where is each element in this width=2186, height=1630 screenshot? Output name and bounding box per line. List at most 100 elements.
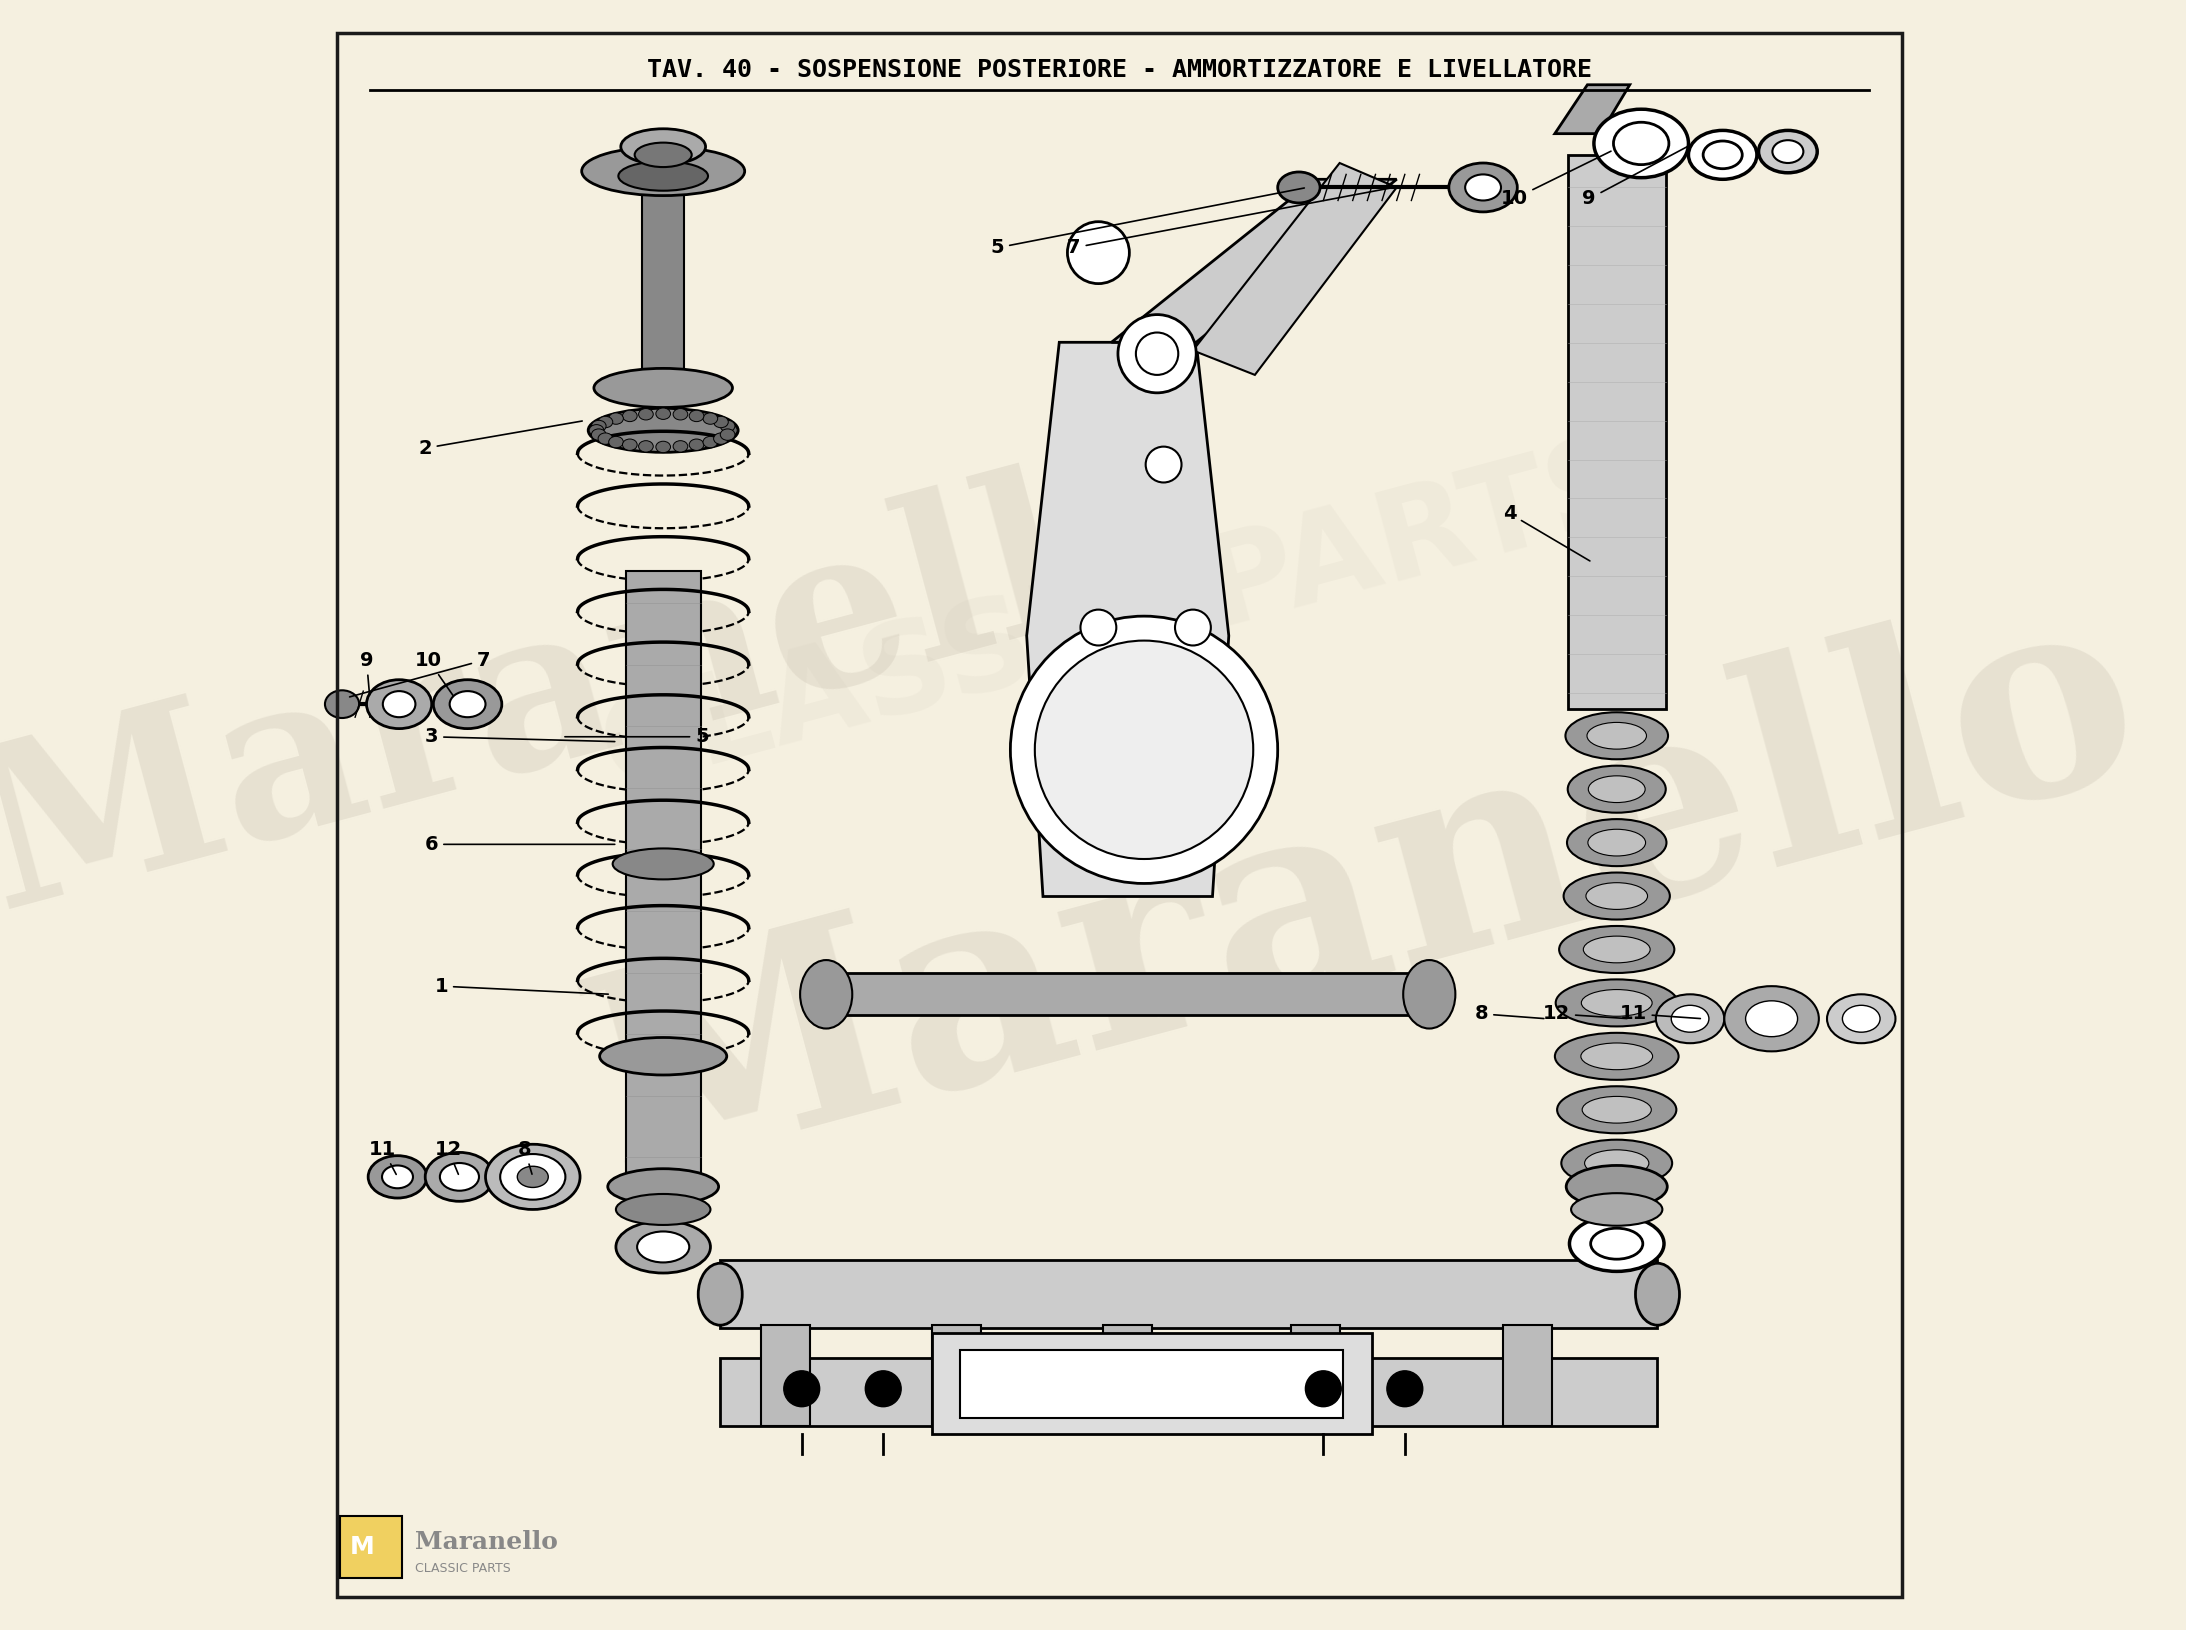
Ellipse shape [1827, 994, 1895, 1043]
Ellipse shape [1594, 109, 1688, 178]
Bar [719, 1358, 1657, 1426]
Text: 6: 6 [424, 835, 614, 854]
Circle shape [866, 1371, 901, 1407]
Text: Maranello: Maranello [562, 561, 2166, 1232]
Ellipse shape [1583, 1097, 1650, 1123]
Ellipse shape [1554, 1033, 1679, 1079]
Text: Maranello: Maranello [415, 1531, 557, 1553]
Ellipse shape [1580, 989, 1653, 1015]
Ellipse shape [1635, 1263, 1679, 1325]
Ellipse shape [608, 1169, 719, 1205]
Bar [1104, 1325, 1152, 1426]
Ellipse shape [1449, 163, 1517, 212]
Ellipse shape [638, 409, 654, 421]
Ellipse shape [326, 691, 359, 719]
Bar [761, 1325, 809, 1426]
Ellipse shape [1589, 776, 1646, 802]
Ellipse shape [1561, 1139, 1672, 1187]
Bar [625, 570, 702, 1190]
Circle shape [1305, 1371, 1342, 1407]
Circle shape [1176, 610, 1211, 645]
Circle shape [1145, 447, 1180, 482]
Ellipse shape [367, 1156, 426, 1198]
Ellipse shape [1585, 1149, 1648, 1177]
Text: 7: 7 [350, 650, 490, 698]
Ellipse shape [1585, 883, 1648, 910]
Text: 11: 11 [369, 1139, 396, 1174]
Ellipse shape [501, 1154, 566, 1200]
Bar [826, 973, 1430, 1015]
Text: 10: 10 [415, 650, 453, 696]
Ellipse shape [581, 147, 745, 196]
Ellipse shape [1655, 994, 1725, 1043]
Ellipse shape [592, 429, 606, 440]
Ellipse shape [439, 1164, 479, 1190]
Circle shape [1386, 1371, 1423, 1407]
Ellipse shape [713, 434, 728, 445]
Text: 5: 5 [990, 187, 1305, 258]
Text: 9: 9 [1583, 145, 1692, 209]
Ellipse shape [1843, 1006, 1880, 1032]
Ellipse shape [595, 368, 732, 408]
Text: 5: 5 [564, 727, 708, 747]
Ellipse shape [1583, 936, 1650, 963]
Ellipse shape [619, 161, 708, 191]
Text: 12: 12 [435, 1139, 461, 1174]
Bar [643, 187, 684, 391]
Ellipse shape [1688, 130, 1758, 179]
Circle shape [1080, 610, 1117, 645]
Ellipse shape [616, 1193, 710, 1226]
Circle shape [1067, 222, 1130, 284]
Ellipse shape [588, 408, 739, 453]
Ellipse shape [1570, 1216, 1664, 1271]
Bar [931, 1333, 1373, 1434]
Ellipse shape [623, 438, 636, 450]
Ellipse shape [599, 1038, 726, 1076]
Ellipse shape [383, 691, 415, 717]
Ellipse shape [1773, 140, 1803, 163]
Ellipse shape [1747, 1001, 1797, 1037]
Ellipse shape [704, 412, 717, 424]
Bar [1290, 1325, 1340, 1426]
Circle shape [1137, 333, 1178, 375]
Text: 10: 10 [1500, 152, 1611, 209]
Ellipse shape [383, 1165, 413, 1188]
Text: 8: 8 [1476, 1004, 1543, 1024]
Bar [341, 1516, 402, 1578]
Ellipse shape [1565, 712, 1668, 760]
Text: TAV. 40 - SOSPENSIONE POSTERIORE - AMMORTIZZATORE E LIVELLATORE: TAV. 40 - SOSPENSIONE POSTERIORE - AMMOR… [647, 59, 1591, 82]
Ellipse shape [719, 429, 734, 440]
Text: 8: 8 [518, 1139, 531, 1174]
Ellipse shape [592, 421, 606, 432]
Text: 9: 9 [361, 650, 374, 694]
Ellipse shape [634, 143, 691, 166]
Ellipse shape [1587, 830, 1646, 856]
Ellipse shape [1591, 1229, 1644, 1260]
Text: CLASSIC PARTS: CLASSIC PARTS [415, 1562, 512, 1575]
Ellipse shape [599, 434, 612, 445]
Circle shape [1117, 315, 1196, 393]
Ellipse shape [719, 421, 734, 432]
Ellipse shape [1672, 1006, 1709, 1032]
Ellipse shape [673, 409, 689, 421]
Ellipse shape [1556, 980, 1679, 1027]
Polygon shape [1027, 342, 1229, 897]
Polygon shape [1194, 163, 1397, 375]
Ellipse shape [1567, 820, 1666, 866]
Ellipse shape [1563, 872, 1670, 919]
Ellipse shape [518, 1167, 549, 1187]
Bar [960, 1350, 1342, 1418]
Ellipse shape [1565, 1165, 1668, 1208]
Ellipse shape [590, 425, 603, 435]
Polygon shape [1110, 179, 1397, 342]
Ellipse shape [623, 411, 636, 422]
Ellipse shape [1403, 960, 1456, 1029]
Ellipse shape [1465, 174, 1502, 200]
Ellipse shape [1559, 926, 1674, 973]
Ellipse shape [1613, 122, 1668, 165]
Ellipse shape [1725, 986, 1819, 1051]
Ellipse shape [713, 416, 728, 427]
Text: 12: 12 [1543, 1004, 1626, 1024]
Text: 11: 11 [1620, 1004, 1701, 1024]
Ellipse shape [1580, 1043, 1653, 1069]
